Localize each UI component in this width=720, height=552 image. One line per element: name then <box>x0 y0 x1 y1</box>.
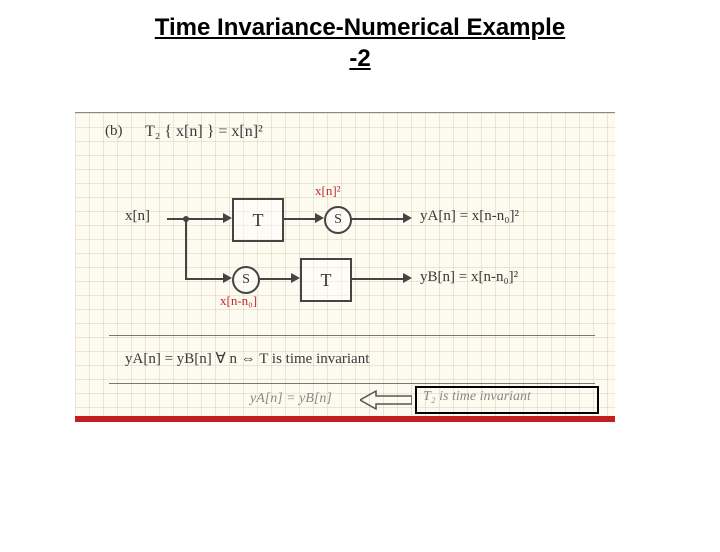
condition-text: yA[n] = yB[n] ∀ n ⇔ T is time invariant <box>125 349 369 368</box>
wire <box>185 218 225 220</box>
title-line-2: -2 <box>349 45 370 72</box>
bottom-annotation: x[n-n₀] <box>220 293 257 309</box>
block-S-label: S <box>334 212 342 228</box>
big-arrow-icon <box>360 389 412 411</box>
separator-line <box>109 383 595 384</box>
wire <box>185 278 225 280</box>
block-S-bottom: S <box>232 266 260 294</box>
block-S-label: S <box>242 272 250 288</box>
input-label: x[n] <box>125 208 150 225</box>
conclusion-right: T₂ is time invariant <box>423 389 531 405</box>
part-label: (b) <box>105 123 123 140</box>
system-definition: T₂ { x[n] } = x[n]² <box>145 123 263 141</box>
title-line-1: Time Invariance-Numerical Example <box>155 14 565 41</box>
arrow-icon <box>403 273 412 283</box>
arrow-icon <box>291 273 300 283</box>
wire <box>167 218 185 220</box>
separator-line <box>109 335 595 336</box>
page-title: Time Invariance-Numerical Example -2 <box>0 12 720 74</box>
block-T-label: T <box>253 210 264 231</box>
output-B: yB[n] = x[n-n₀]² <box>420 269 518 286</box>
arrow-icon <box>315 213 324 223</box>
graph-paper: (b) T₂ { x[n] } = x[n]² x[n] T S x[n]² y… <box>75 112 615 422</box>
arrow-icon <box>403 213 412 223</box>
wire <box>185 218 187 278</box>
arrow-icon <box>223 213 232 223</box>
arrow-icon <box>223 273 232 283</box>
conclusion-left: yA[n] = yB[n] <box>250 391 332 407</box>
wire <box>282 218 317 220</box>
block-T-label: T <box>321 270 332 291</box>
wire <box>350 218 405 220</box>
top-annotation: x[n]² <box>315 183 341 199</box>
output-A: yA[n] = x[n-n₀]² <box>420 208 519 225</box>
block-T-bottom: T <box>300 258 352 302</box>
block-T-top: T <box>232 198 284 242</box>
wire <box>258 278 293 280</box>
block-S-top: S <box>324 206 352 234</box>
wire <box>350 278 405 280</box>
